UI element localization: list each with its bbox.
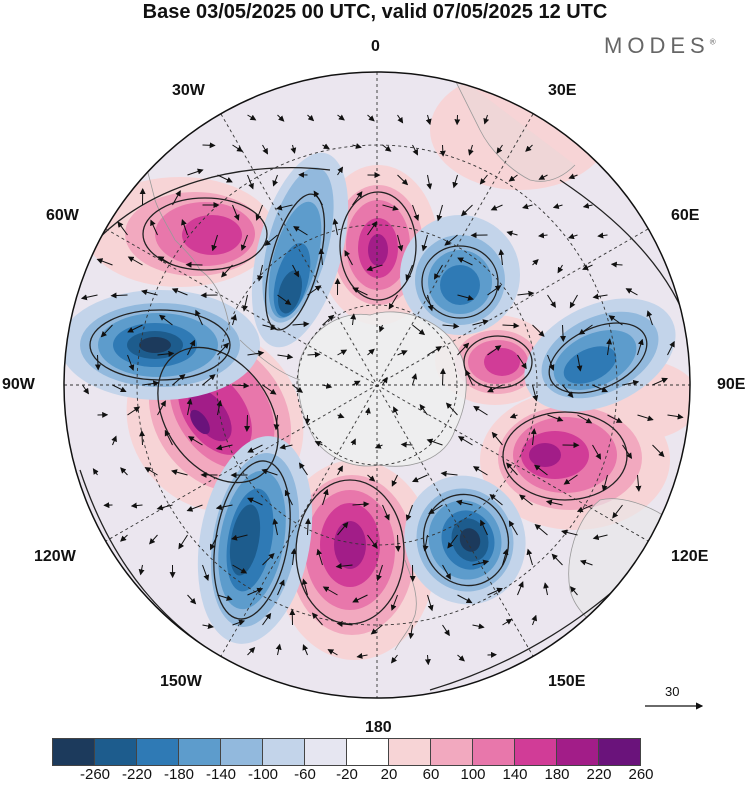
australia-coast xyxy=(569,499,692,637)
colorbar-tick-label: 60 xyxy=(423,767,440,783)
colorbar-segment xyxy=(346,738,389,766)
lon-label-60e: 60E xyxy=(671,207,699,225)
lon-label-150w: 150W xyxy=(160,673,202,691)
anomaly-max xyxy=(440,265,480,305)
wind-vector-arrow xyxy=(247,415,248,431)
wind-vector-arrow xyxy=(98,355,99,370)
lon-label-150e: 150E xyxy=(548,673,585,691)
wind-vector-arrow xyxy=(443,145,444,156)
lon-label-90e: 90E xyxy=(717,376,745,394)
colorbar-tick-label: -60 xyxy=(294,767,316,783)
wind-vector-arrow xyxy=(142,431,143,445)
anomaly-max xyxy=(334,521,366,569)
wind-vector-arrow xyxy=(203,145,215,146)
colorbar-segment xyxy=(94,738,137,766)
lon-label-90w: 90W xyxy=(2,376,35,394)
colorbar-segment xyxy=(556,738,599,766)
anomaly-core xyxy=(182,215,242,255)
colorbar-tick-label: -20 xyxy=(336,767,358,783)
colorbar-tick-label: -260 xyxy=(80,767,110,783)
anomaly-extreme xyxy=(139,337,171,353)
colorbar-tick-label: 180 xyxy=(544,767,569,783)
colorbar-segment xyxy=(220,738,263,766)
lon-label-120w: 120W xyxy=(34,548,76,566)
colorbar-tick-label: -100 xyxy=(248,767,278,783)
colorbar-tick-label: -220 xyxy=(122,767,152,783)
antarctica-landmass xyxy=(298,312,466,466)
colorbar-tick-label: 20 xyxy=(381,767,398,783)
lon-label-0: 0 xyxy=(371,38,380,56)
lon-label-30w: 30W xyxy=(172,82,205,100)
anomaly-core xyxy=(484,348,520,376)
colorbar xyxy=(52,738,641,766)
colorbar-ticks: -260 -220 -180 -140 -100 -60 -20 20 60 100 140 180 2… xyxy=(52,767,702,783)
colorbar-segment xyxy=(136,738,179,766)
colorbar-tick-label: 140 xyxy=(502,767,527,783)
colorbar-segment xyxy=(388,738,431,766)
map-disk xyxy=(60,70,700,710)
colorbar-segment xyxy=(514,738,557,766)
colorbar-segment xyxy=(178,738,221,766)
wind-vector-arrow xyxy=(112,295,128,296)
colorbar-segment xyxy=(262,738,305,766)
wind-vector-arrow xyxy=(402,444,413,445)
colorbar-tick-label: 220 xyxy=(586,767,611,783)
colorbar-tick-label: 260 xyxy=(628,767,653,783)
colorbar-segment xyxy=(430,738,473,766)
colorbar-segment xyxy=(472,738,515,766)
lon-label-30e: 30E xyxy=(548,82,576,100)
anomaly-max xyxy=(529,443,561,467)
colorbar-tick-label: 100 xyxy=(460,767,485,783)
anomaly-max xyxy=(368,234,388,266)
lon-label-180: 180 xyxy=(365,719,392,737)
lon-label-60w: 60W xyxy=(46,207,79,225)
colorbar-segment xyxy=(304,738,347,766)
colorbar-segment xyxy=(52,738,95,766)
wind-vector-arrow xyxy=(443,369,444,385)
colorbar-tick-label: -140 xyxy=(206,767,236,783)
reference-vector-label: 30 xyxy=(665,684,679,699)
lon-label-120e: 120E xyxy=(671,548,708,566)
colorbar-tick-label: -180 xyxy=(164,767,194,783)
wind-vector-arrow xyxy=(308,354,320,355)
colorbar-segment xyxy=(598,738,641,766)
